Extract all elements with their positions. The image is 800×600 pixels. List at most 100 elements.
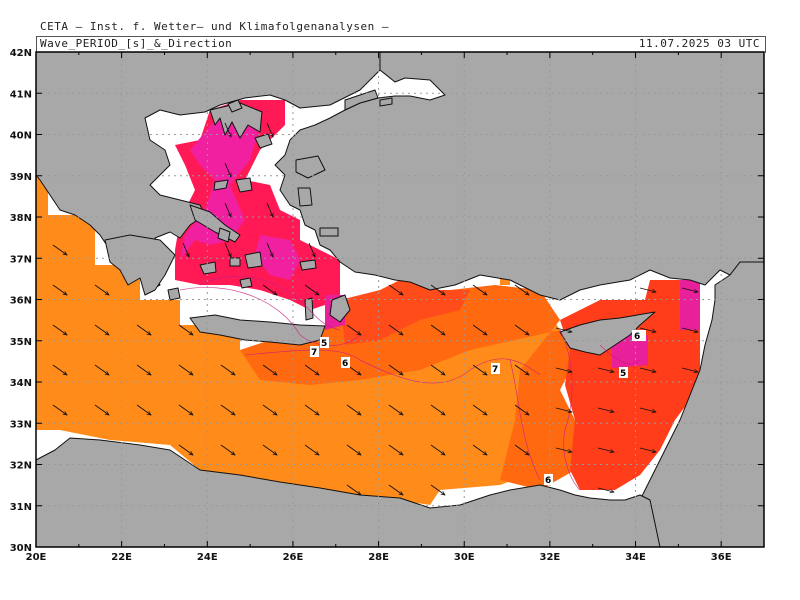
- field-period-6-7-central: [340, 280, 470, 345]
- direction-arrow: [472, 284, 487, 295]
- direction-arrow: [178, 364, 193, 375]
- direction-arrow: [639, 447, 656, 452]
- direction-arrow: [430, 284, 445, 295]
- contour-label: 6: [545, 476, 551, 486]
- direction-arrow: [388, 284, 403, 295]
- lat-label: 32N: [10, 461, 32, 472]
- direction-arrow: [224, 202, 232, 217]
- lon-label: 32E: [540, 552, 561, 563]
- field-period-cyprus-east: [612, 335, 648, 368]
- lat-label: 41N: [10, 89, 32, 100]
- field-period-5-6: [240, 285, 580, 490]
- lon-label: 20E: [26, 552, 47, 563]
- direction-arrow: [681, 327, 698, 332]
- direction-arrow: [472, 444, 487, 455]
- land-lesvos: [295, 155, 326, 179]
- land-lemnos: [254, 133, 273, 149]
- direction-arrow: [346, 484, 361, 495]
- direction-arrow: [94, 324, 109, 335]
- direction-arrow: [555, 367, 572, 372]
- lon-label: 22E: [111, 552, 132, 563]
- direction-arrow: [182, 242, 190, 257]
- direction-arrow: [304, 284, 319, 295]
- direction-arrow: [308, 242, 316, 257]
- land-rhodes: [329, 294, 351, 323]
- lon-label: 34E: [625, 552, 646, 563]
- direction-arrow: [266, 202, 274, 217]
- direction-arrow: [639, 367, 656, 372]
- direction-arrow: [262, 444, 277, 455]
- contour-label: 5: [321, 339, 327, 349]
- contour-label: 5: [620, 369, 626, 379]
- direction-arrow: [346, 324, 361, 335]
- direction-arrow: [597, 367, 614, 372]
- contour-lines: [179, 276, 641, 491]
- direction-arrow: [220, 404, 235, 415]
- direction-arrow: [304, 444, 319, 455]
- lat-label: 36N: [10, 296, 32, 307]
- lon-label: 36E: [711, 552, 732, 563]
- direction-arrow: [597, 447, 614, 452]
- contour-label-group: 5 7 6 7 6 6 5: [310, 330, 646, 486]
- lon-label: 30E: [454, 552, 475, 563]
- header-datetime: 11.07.2025 03 UTC: [638, 37, 760, 50]
- direction-arrows: [52, 122, 698, 495]
- direction-arrow: [472, 364, 487, 375]
- land-milos: [199, 261, 217, 275]
- lat-label: 35N: [10, 337, 32, 348]
- land-gallipoli: [344, 89, 379, 111]
- direction-arrow: [178, 324, 193, 335]
- direction-arrow: [224, 162, 232, 177]
- direction-arrow: [639, 327, 656, 332]
- header-box: [36, 36, 766, 53]
- direction-arrow: [388, 484, 403, 495]
- longitude-labels: 20E 22E 24E 26E 28E 30E 32E 34E 36E: [26, 552, 732, 563]
- direction-arrow: [346, 444, 361, 455]
- lat-label: 42N: [10, 48, 32, 59]
- land-chalkidiki: [209, 102, 263, 139]
- contour-label: 7: [311, 348, 317, 358]
- direction-arrow: [681, 287, 698, 292]
- direction-arrow: [346, 404, 361, 415]
- direction-arrow: [514, 404, 529, 415]
- direction-arrow: [388, 364, 403, 375]
- land-skyros: [235, 177, 253, 193]
- direction-arrow: [514, 444, 529, 455]
- lon-label: 28E: [368, 552, 389, 563]
- direction-arrow: [94, 404, 109, 415]
- direction-arrow: [52, 324, 67, 335]
- direction-arrow: [555, 327, 572, 332]
- header-variable: Wave_PERIOD_[s]_&_Direction: [40, 37, 233, 50]
- direction-arrow: [304, 404, 319, 415]
- contour-label: 6: [342, 359, 348, 369]
- field-period-8-plus-2: [255, 235, 300, 280]
- lon-label: 26E: [283, 552, 304, 563]
- land-greece: [36, 52, 381, 291]
- axis-ticks: [35, 51, 765, 548]
- lat-label: 31N: [10, 502, 32, 513]
- land-chios: [297, 187, 313, 207]
- latitude-labels: 42N 41N 40N 39N 38N 37N 36N 35N 34N 33N 32N 31N 30N: [10, 48, 32, 554]
- land-naxos: [244, 251, 263, 269]
- direction-arrow: [430, 444, 445, 455]
- lat-label: 40N: [10, 131, 32, 142]
- land-marmara-island: [379, 97, 393, 107]
- direction-arrow: [597, 407, 614, 412]
- land-samos: [319, 227, 339, 237]
- direction-arrow: [94, 364, 109, 375]
- field-period-iskenderun: [680, 280, 700, 330]
- direction-arrow: [681, 367, 698, 372]
- direction-arrow: [136, 404, 151, 415]
- land-cyprus: [559, 311, 656, 356]
- direction-arrow: [555, 407, 572, 412]
- direction-arrow: [220, 444, 235, 455]
- lat-label: 39N: [10, 172, 32, 183]
- direction-arrow: [136, 364, 151, 375]
- direction-arrow: [430, 404, 445, 415]
- land-turkey: [274, 52, 764, 301]
- direction-arrow: [430, 364, 445, 375]
- direction-arrow: [262, 284, 277, 295]
- lat-label: 30N: [10, 543, 32, 554]
- land-peloponnese: [104, 234, 176, 296]
